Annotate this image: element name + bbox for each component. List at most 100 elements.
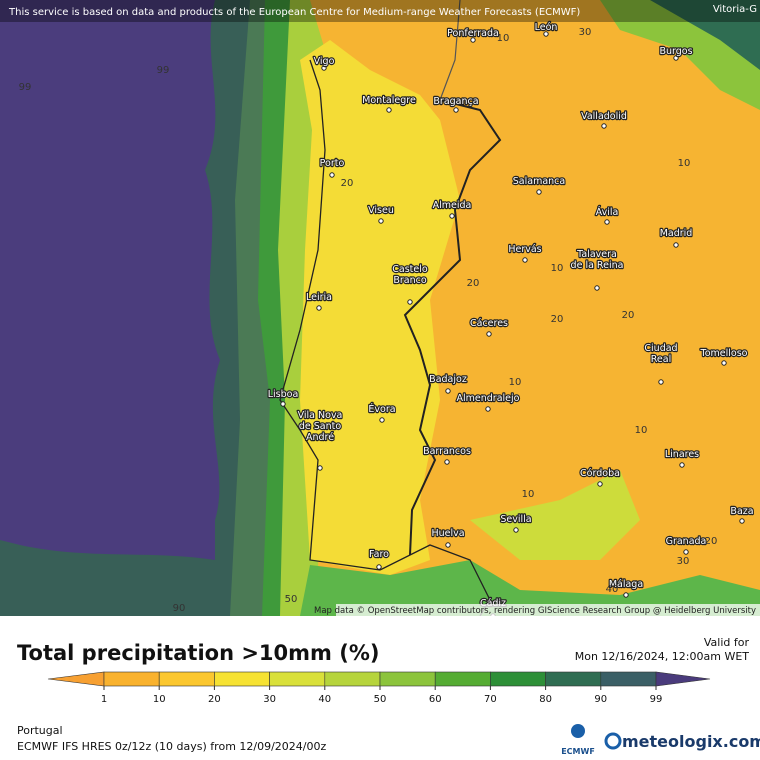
colorbar-tick-label: 40 [318, 694, 331, 705]
city-label: Almendralejo [457, 393, 520, 404]
city-dot [739, 518, 745, 524]
contour-label: 10 [551, 263, 564, 274]
city-label: de Santo [299, 421, 341, 432]
colorbar-segment [600, 671, 657, 687]
attribution-bg [336, 604, 760, 616]
north-dark [650, 0, 760, 70]
colorbar-start [47, 671, 105, 687]
colorbar-tick-label: 20 [208, 694, 221, 705]
banner-bg [0, 0, 760, 22]
valid-label: Valid for [704, 636, 750, 649]
colorbar-tick-label: 80 [539, 694, 552, 705]
city-label: Córdoba [580, 468, 620, 479]
city-dot [721, 360, 727, 366]
city-dot [378, 218, 384, 224]
city-dot [683, 549, 689, 555]
colorbar-tick-label: 30 [263, 694, 276, 705]
city-label: Viseu [368, 205, 394, 216]
contour-label: 99 [19, 82, 32, 93]
south-green [300, 560, 760, 616]
region: Portugal [17, 724, 63, 737]
city-label: Montalegre [362, 95, 416, 106]
city-dot [444, 459, 450, 465]
city-dot [594, 285, 600, 291]
city-dot [623, 592, 629, 598]
city-dot [317, 465, 323, 471]
city-dot [513, 527, 519, 533]
contour-label: 20 [467, 278, 480, 289]
contour-label: 10 [497, 33, 510, 44]
colorbar-segment [158, 671, 215, 687]
city-dot [536, 189, 542, 195]
city-label: Granada [666, 536, 707, 547]
banner: This service is based on data and produc… [8, 7, 580, 18]
city-label: Branco [393, 275, 426, 286]
colorbar-segment [434, 671, 491, 687]
city-label: Faro [369, 549, 389, 560]
colorbar-tick-label: 1 [101, 694, 107, 705]
city-label: Cáceres [470, 318, 508, 329]
city-dot [445, 542, 451, 548]
city-label: Vigo [314, 56, 335, 67]
contour-label: 30 [579, 27, 592, 38]
city-label: Castelo [392, 264, 428, 275]
contour-label: 20 [341, 178, 354, 189]
colorbar-segment [103, 671, 160, 687]
contour-label: 30 [677, 556, 690, 567]
colorbar-segment [324, 671, 381, 687]
contour-label: 50 [285, 594, 298, 605]
city-label: Badajoz [429, 374, 467, 385]
legend: Total precipitation >10mm (%) Valid for … [17, 636, 760, 756]
brand: meteologix.com [622, 732, 760, 751]
city-label: Vila Nova [298, 410, 343, 421]
region-borders [439, 0, 461, 101]
city-label: Évora [368, 403, 395, 415]
city-dot [601, 123, 607, 129]
city-label: Talavera [576, 249, 617, 260]
city-label: León [535, 22, 558, 33]
legend-title: Total precipitation >10mm (%) [17, 641, 379, 665]
city-label: Ciudad [644, 343, 677, 354]
city-dot [386, 107, 392, 113]
city-label: André [306, 432, 334, 443]
guadalquivir [470, 470, 640, 560]
attribution: Map data © OpenStreetMap contributors, r… [314, 606, 756, 616]
contour-label: 40 [606, 584, 619, 595]
city-label: de la Reina [571, 260, 624, 271]
city-label: Huelva [431, 528, 464, 539]
city-dot [280, 401, 286, 407]
contour-label: 10 [522, 489, 535, 500]
ecmwf-logo: ECMWF [561, 747, 595, 756]
city-dot [376, 564, 382, 570]
city-label: Real [651, 354, 671, 365]
contour-label: 20 [622, 310, 635, 321]
city-label: Almeida [433, 200, 472, 211]
ecmwf-icon [571, 724, 585, 738]
contour-label: 20 [551, 314, 564, 325]
corner-city: Vitoria-G [713, 4, 757, 15]
coastline [279, 59, 381, 571]
contour-label: 10 [635, 425, 648, 436]
city-dot [453, 107, 459, 113]
colorbar-tick-label: 99 [650, 694, 663, 705]
city-label: Málaga [609, 579, 643, 590]
colorbar-segment [379, 671, 436, 687]
colorbar-tick-label: 10 [153, 694, 166, 705]
map: This service is based on data and produc… [0, 0, 760, 616]
city-dot [604, 219, 610, 225]
city-dot [449, 213, 455, 219]
colorbar: 1 10 20 30 40 50 60 70 80 90 99 [47, 671, 711, 705]
city-dot [522, 257, 528, 263]
colorbar-segment [269, 671, 326, 687]
yellow-land [300, 40, 460, 575]
model-info: ECMWF IFS HRES 0z/12z (10 days) from 12/… [17, 740, 327, 753]
city-dot [316, 305, 322, 311]
city-dot [379, 417, 385, 423]
city-label: Tomelloso [700, 348, 748, 359]
colorbar-tick-label: 50 [374, 694, 387, 705]
contour-label: 99 [157, 65, 170, 76]
brand-icon [604, 732, 622, 750]
city-label: Madrid [660, 228, 693, 239]
city-label: Ponferrada [447, 28, 499, 39]
